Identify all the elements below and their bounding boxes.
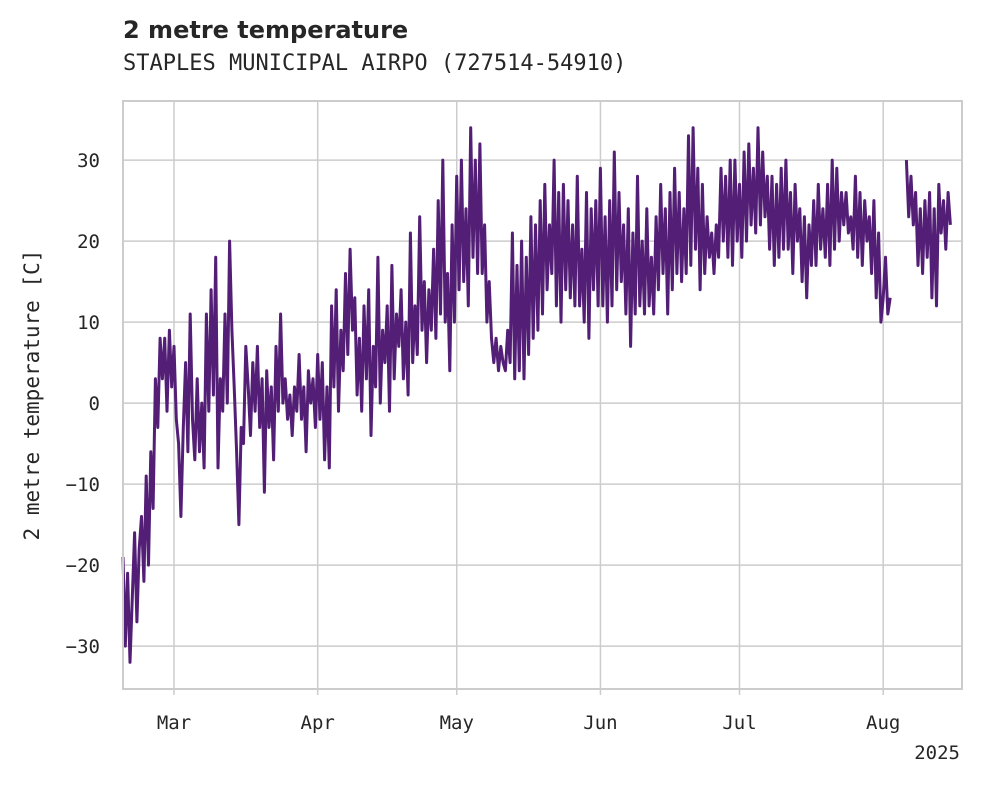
y-tick-label: 30 (77, 150, 100, 172)
x-axis-year-label: 2025 (914, 742, 960, 764)
x-tick-label: Apr (301, 712, 335, 734)
x-tick-label: Mar (157, 712, 191, 734)
x-tick-labels: Mar Apr May Jun Jul Aug (157, 712, 901, 734)
y-tick-label: −30 (66, 636, 100, 658)
chart-subtitle: STAPLES MUNICIPAL AIRPO (727514-54910) (123, 51, 627, 76)
y-tick-label: 10 (77, 312, 100, 334)
y-tick-label: 20 (77, 231, 100, 253)
grid-lines (123, 101, 962, 695)
y-axis-label: 2 metre temperature [C] (20, 250, 44, 541)
temperature-series-line (121, 126, 952, 664)
y-tick-label: −10 (66, 474, 100, 496)
x-tick-label: Jul (722, 712, 756, 734)
x-tick-label: Jun (583, 712, 617, 734)
y-tick-label: 0 (89, 393, 100, 415)
x-tick-label: May (440, 712, 474, 734)
chart-title: 2 metre temperature (123, 16, 409, 44)
plot-frame (122, 100, 963, 690)
y-tick-labels: −30 −20 −10 0 10 20 30 (66, 150, 100, 658)
series-layer (121, 126, 952, 664)
y-tick-label: −20 (66, 555, 100, 577)
x-tick-label: Aug (866, 712, 900, 734)
